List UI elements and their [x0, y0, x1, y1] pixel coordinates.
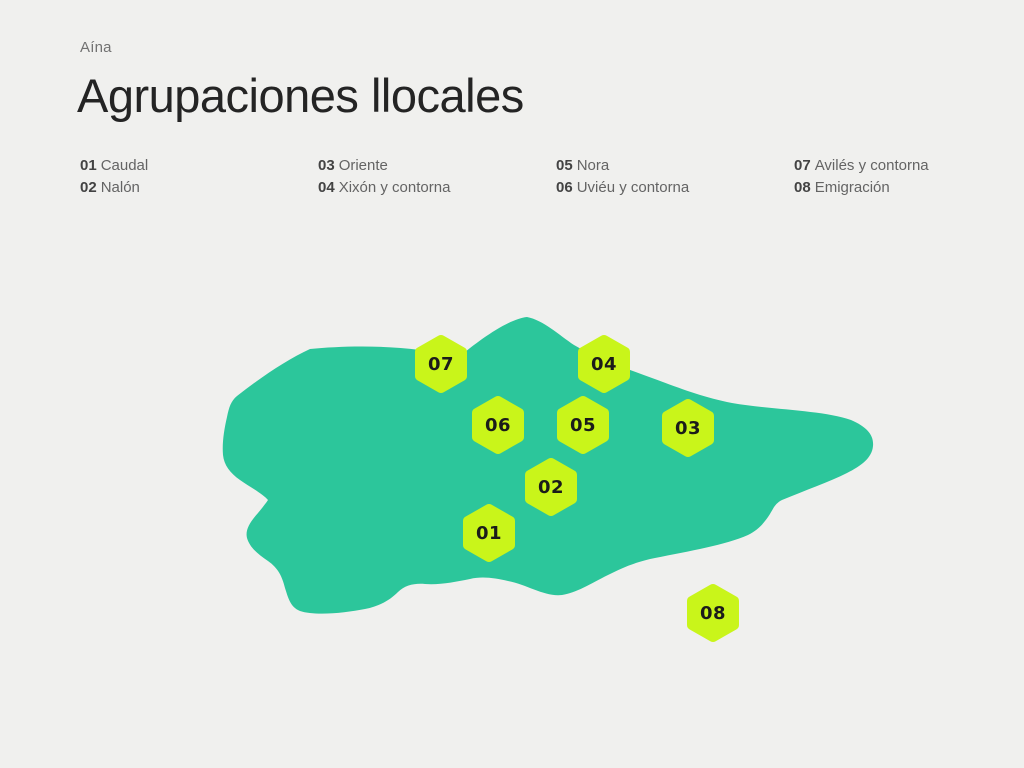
marker-number: 08	[699, 603, 727, 624]
marker-number: 07	[427, 354, 455, 375]
legend-num: 08	[794, 179, 811, 196]
legend-item-07: 07 Avilés y contorna	[794, 155, 1024, 177]
marker-number: 01	[475, 523, 503, 544]
legend-item-08: 08 Emigración	[794, 177, 1024, 199]
marker-number: 04	[590, 354, 618, 375]
legend-label: Nora	[576, 157, 610, 174]
marker-01: 01	[460, 502, 518, 564]
hexagon-icon	[463, 504, 515, 562]
hexagon-icon	[578, 335, 630, 393]
legend-num: 01	[80, 157, 97, 174]
legend-label: Uviéu y contorna	[576, 179, 690, 196]
marker-05: 05	[554, 394, 612, 456]
marker-number: 02	[537, 477, 565, 498]
legend-item-06: 06 Uviéu y contorna	[556, 177, 794, 199]
marker-number: 03	[674, 418, 702, 439]
hexagon-icon	[415, 335, 467, 393]
legend-num: 03	[318, 157, 335, 174]
legend: 01 Caudal 02 Nalón 03 Oriente 04 Xixón y con…	[80, 155, 1024, 199]
marker-02: 02	[522, 456, 580, 518]
marker-03: 03	[659, 397, 717, 459]
marker-04: 04	[575, 333, 633, 395]
marker-06: 06	[469, 394, 527, 456]
legend-num: 02	[80, 179, 97, 196]
kicker: Aína	[80, 39, 112, 56]
legend-num: 07	[794, 157, 811, 174]
hexagon-icon	[662, 399, 714, 457]
legend-label: Caudal	[100, 157, 149, 174]
legend-item-02: 02 Nalón	[80, 177, 318, 199]
marker-number: 05	[569, 415, 597, 436]
legend-label: Oriente	[338, 157, 388, 174]
hexagon-icon	[525, 458, 577, 516]
legend-item-04: 04 Xixón y contorna	[318, 177, 556, 199]
legend-item-03: 03 Oriente	[318, 155, 556, 177]
legend-label: Nalón	[100, 179, 140, 196]
legend-label: Xixón y contorna	[338, 179, 451, 196]
hexagon-icon	[472, 396, 524, 454]
page-title: Agrupaciones llocales	[77, 69, 524, 122]
hexagon-icon	[557, 396, 609, 454]
legend-label: Emigración	[814, 179, 890, 196]
marker-08: 08	[684, 582, 742, 644]
legend-label: Avilés y contorna	[814, 157, 929, 174]
legend-item-01: 01 Caudal	[80, 155, 318, 177]
legend-num: 05	[556, 157, 573, 174]
marker-number: 06	[484, 415, 512, 436]
legend-item-05: 05 Nora	[556, 155, 794, 177]
hexagon-icon	[687, 584, 739, 642]
legend-num: 06	[556, 179, 573, 196]
marker-07: 07	[412, 333, 470, 395]
legend-num: 04	[318, 179, 335, 196]
